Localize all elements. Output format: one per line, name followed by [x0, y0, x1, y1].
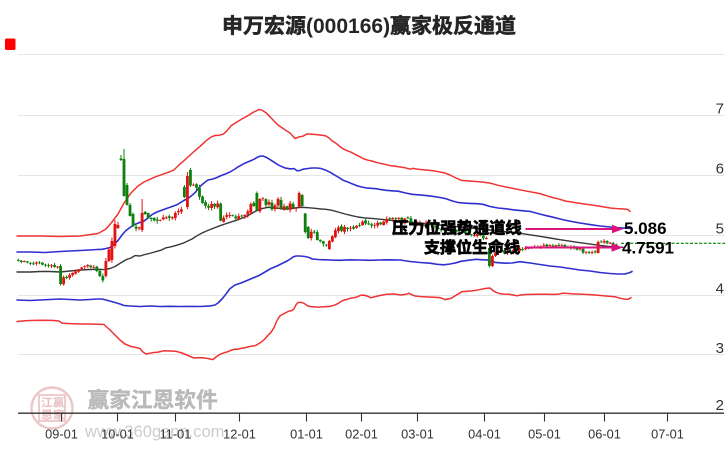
- svg-text:06-01: 06-01: [588, 427, 621, 442]
- svg-text:07-01: 07-01: [651, 427, 684, 442]
- svg-text:5: 5: [716, 221, 724, 238]
- svg-text:01-01: 01-01: [290, 427, 323, 442]
- svg-text:4: 4: [716, 281, 724, 298]
- svg-text:3: 3: [716, 340, 724, 357]
- svg-text:12-01: 12-01: [223, 427, 256, 442]
- svg-text:4.7591: 4.7591: [622, 239, 674, 258]
- svg-text:04-01: 04-01: [468, 427, 501, 442]
- svg-text:7: 7: [716, 101, 724, 118]
- svg-text:10-01: 10-01: [101, 427, 134, 442]
- svg-text:www.360gann.com: www.360gann.com: [84, 423, 224, 441]
- svg-text:6: 6: [716, 161, 724, 178]
- svg-text:2: 2: [716, 397, 724, 414]
- svg-text:(000166): (000166): [306, 15, 390, 38]
- svg-text:11-01: 11-01: [160, 427, 192, 442]
- svg-text:03-01: 03-01: [401, 427, 434, 442]
- svg-text:05-01: 05-01: [528, 427, 561, 442]
- svg-text:02-01: 02-01: [345, 427, 378, 442]
- svg-text:09-01: 09-01: [45, 427, 78, 442]
- svg-text:5.086: 5.086: [624, 219, 667, 238]
